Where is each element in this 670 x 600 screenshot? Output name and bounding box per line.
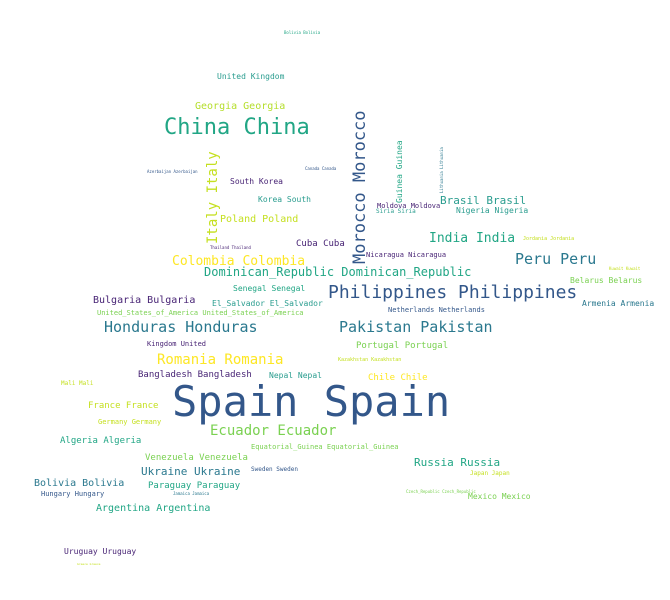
word-canada-canada-9: Canada Canada	[305, 166, 337, 171]
word-japan-japan-54: Japan Japan	[470, 470, 510, 477]
word-el-salvador-el-salvador-31: El_Salvador El_Salvador	[212, 299, 323, 308]
word-korea-south-11: Korea South	[258, 195, 311, 204]
word-armenia-armenia-29: Armenia Armenia	[582, 299, 655, 308]
word-mali-mali-43: Mali Mali	[61, 380, 94, 387]
word-india-india-17: India India	[429, 231, 516, 246]
word-philippines-philippines-28: Philippines Philippines	[328, 282, 578, 303]
word-cuba-cuba-20: Cuba Cuba	[296, 239, 345, 249]
word-equatorial-guinea-equatorial-guinea-49: Equatorial_Guinea Equatorial_Guinea	[251, 443, 399, 451]
word-honduras-honduras-34: Honduras Honduras	[104, 318, 258, 336]
word-mexico-mexico-60: Mexico Mexico	[468, 492, 531, 501]
word-spain-spain-44: Spain Spain	[172, 377, 451, 426]
word-kazakhstan-kazakhstan-39: Kazakhstan Kazakhstan	[338, 357, 402, 363]
word-germany-germany-46: Germany Germany	[98, 418, 162, 426]
word-kuwait-kuwait-25: Kuwait Kuwait	[609, 266, 641, 271]
word-morocco-morocco-4: Morocco Morocco	[350, 110, 370, 264]
word-czech-republic-czech-republic-59: Czech_Republic Czech_Republic	[406, 489, 476, 494]
word-chile-chile-42: Chile Chile	[368, 373, 428, 383]
word-united-states-of-america-united-states-of-america-32: United_States_of_America United_States_o…	[97, 309, 304, 317]
word-colombia-colombia-23: Colombia Colombia	[172, 254, 306, 269]
word-china-china-3: China China	[164, 115, 310, 140]
word-nigeria-nigeria-15: Nigeria Nigeria	[456, 206, 529, 215]
word-south-korea-10: South Korea	[230, 177, 283, 186]
word-jordania-jordania-18: Jordania Jordania	[523, 236, 575, 242]
word-guinea-guinea-5: Guinea Guinea	[395, 140, 404, 203]
word-senegal-senegal-27: Senegal Senegal	[233, 284, 306, 293]
word-venezuela-venezuela-50: Venezuela Venezuela	[145, 453, 248, 463]
word-bolivia-bolivia-55: Bolivia Bolivia	[34, 478, 125, 489]
word-dominican-republic-dominican-republic-24: Dominican_Republic Dominican_Republic	[204, 265, 472, 279]
word-uruguay-uruguay-62: Uruguay Uruguay	[64, 547, 137, 556]
word-jamaica-jamaica-58: Jamaica Jamaica	[173, 491, 210, 496]
word-thailand-thailand-19: Thailand Thailand	[210, 245, 251, 250]
word-paraguay-paraguay-56: Paraguay Paraguay	[148, 481, 241, 491]
word-ukraine-ukraine-52: Ukraine Ukraine	[141, 465, 241, 478]
word-belarus-belarus-26: Belarus Belarus	[570, 276, 643, 285]
word-romania-romania-38: Romania Romania	[157, 352, 284, 368]
word-russia-russia-51: Russia Russia	[414, 456, 501, 469]
word-united-kingdom-1: United Kingdom	[217, 72, 285, 81]
word-brasil-brasil-12: Brasil Brasil	[440, 194, 527, 207]
word-nicaragua-nicaragua-21: Nicaragua Nicaragua	[366, 251, 447, 259]
word-greece-greece-63: Greece Greece	[77, 562, 101, 566]
word-nepal-nepal-41: Nepal Nepal	[269, 371, 322, 380]
word-hungary-hungary-57: Hungary Hungary	[41, 490, 105, 498]
word-portugal-portugal-37: Portugal Portugal	[356, 341, 449, 351]
word-argentina-argentina-61: Argentina Argentina	[96, 503, 211, 514]
word-lithuania-lithuania-6: Lithuania Lithuania	[439, 147, 444, 193]
word-france-france-45: France France	[88, 401, 159, 411]
word-georgia-georgia-2: Georgia Georgia	[195, 101, 286, 112]
word-sweden-sweden-53: Sweden Sweden	[251, 466, 298, 473]
word-bangladesh-bangladesh-40: Bangladesh Bangladesh	[138, 370, 252, 380]
word-peru-peru-22: Peru Peru	[515, 250, 597, 268]
word-bolivia-bolivia-0: Bolivia Bolivia	[284, 30, 321, 35]
word-poland-poland-16: Poland Poland	[220, 214, 299, 225]
word-kingdom-united-36: Kingdom United	[147, 340, 207, 348]
word-pakistan-pakistan-35: Pakistan Pakistan	[339, 318, 493, 336]
word-algeria-algeria-48: Algeria Algeria	[60, 436, 142, 446]
word-ecuador-ecuador-47: Ecuador Ecuador	[210, 423, 337, 439]
word-siria-siria-14: Siria Siria	[376, 208, 416, 215]
word-moldova-moldova-13: Moldova Moldova	[377, 202, 441, 210]
word-azerbaijan-azerbaijan-8: Azerbaijan Azerbaijan	[147, 169, 198, 174]
word-italy-italy-7: Italy Italy	[205, 151, 221, 244]
word-bulgaria-bulgaria-30: Bulgaria Bulgaria	[93, 295, 196, 306]
word-netherlands-netherlands-33: Netherlands Netherlands	[388, 306, 485, 314]
